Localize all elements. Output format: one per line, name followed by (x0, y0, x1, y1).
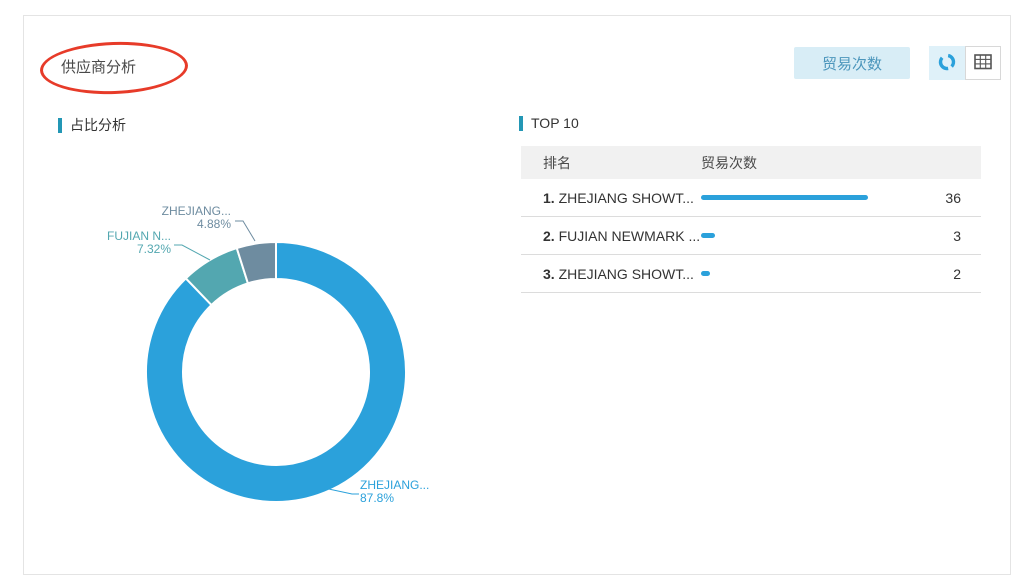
top10-table: 排名 贸易次数 1. ZHEJIANG SHOWT... 36 2. FUJIA… (521, 146, 981, 293)
proportion-section-title: 占比分析 (58, 115, 126, 135)
trade-count-value: 36 (945, 189, 961, 206)
page-title: 供应商分析 (61, 59, 137, 76)
pie-label-percent: 7.32% (136, 242, 171, 256)
supplier-analysis-panel: 供应商分析 贸易次数 占比分析 (23, 15, 1011, 575)
label-leader-line (235, 220, 256, 242)
bar-cell (701, 195, 921, 200)
donut-slice-1[interactable] (145, 240, 407, 503)
table-view-toggle[interactable] (965, 46, 1001, 80)
donut-chart-icon (938, 53, 956, 74)
supplier-name: ZHEJIANG SHOWT... (558, 189, 694, 206)
section-accent-bar (58, 117, 62, 133)
rank-number: 2. (543, 227, 555, 244)
donut-slice-3[interactable] (235, 240, 277, 285)
header-trade-count: 贸易次数 (701, 154, 757, 171)
red-ellipse-annotation (39, 39, 189, 97)
pie-label-percent: 4.88% (196, 217, 231, 231)
rank-name-cell: 2. FUJIAN NEWMARK ... (521, 228, 701, 244)
rank-number: 1. (543, 189, 555, 206)
supplier-name: FUJIAN NEWMARK ... (558, 227, 701, 244)
section-accent-bar (519, 115, 523, 131)
bar-cell (701, 271, 921, 276)
pie-label-percent: 87.8% (360, 491, 395, 505)
trade-count-bar (701, 195, 868, 200)
pie-view-toggle[interactable] (929, 46, 965, 80)
trade-count-bar (701, 233, 715, 238)
trade-count-value: 3 (953, 227, 961, 244)
table-row: 3. ZHEJIANG SHOWT... 2 (521, 255, 981, 293)
table-row: 2. FUJIAN NEWMARK ... 3 (521, 217, 981, 255)
top10-section-title: TOP 10 (519, 115, 579, 131)
pie-label-slice-3: ZHEJIANG... 4.88% (111, 205, 231, 231)
supplier-name: ZHEJIANG SHOWT... (558, 265, 694, 282)
trade-count-bar (701, 271, 710, 276)
label-leader-line (174, 244, 211, 261)
pie-label-name: ZHEJIANG... (161, 204, 231, 218)
trade-count-metric-button[interactable]: 贸易次数 (794, 47, 910, 79)
bar-cell (701, 233, 921, 238)
rank-number: 3. (543, 265, 555, 282)
trade-count-value: 2 (953, 265, 961, 282)
table-row: 1. ZHEJIANG SHOWT... 36 (521, 179, 981, 217)
table-header-row: 排名 贸易次数 (521, 146, 981, 179)
section-title-text: TOP 10 (531, 115, 579, 131)
header-rank: 排名 (543, 154, 571, 171)
rank-name-cell: 3. ZHEJIANG SHOWT... (521, 266, 701, 282)
pie-label-name: FUJIAN N... (106, 229, 171, 243)
section-title-text: 占比分析 (70, 117, 126, 133)
table-grid-icon (974, 53, 992, 73)
view-toggle-group (929, 46, 1001, 80)
pie-label-name: ZHEJIANG... (360, 478, 430, 492)
pie-label-slice-1: ZHEJIANG... 87.8% (360, 479, 490, 505)
pie-label-slice-2: FUJIAN N... 7.32% (51, 230, 171, 256)
rank-name-cell: 1. ZHEJIANG SHOWT... (521, 190, 701, 206)
